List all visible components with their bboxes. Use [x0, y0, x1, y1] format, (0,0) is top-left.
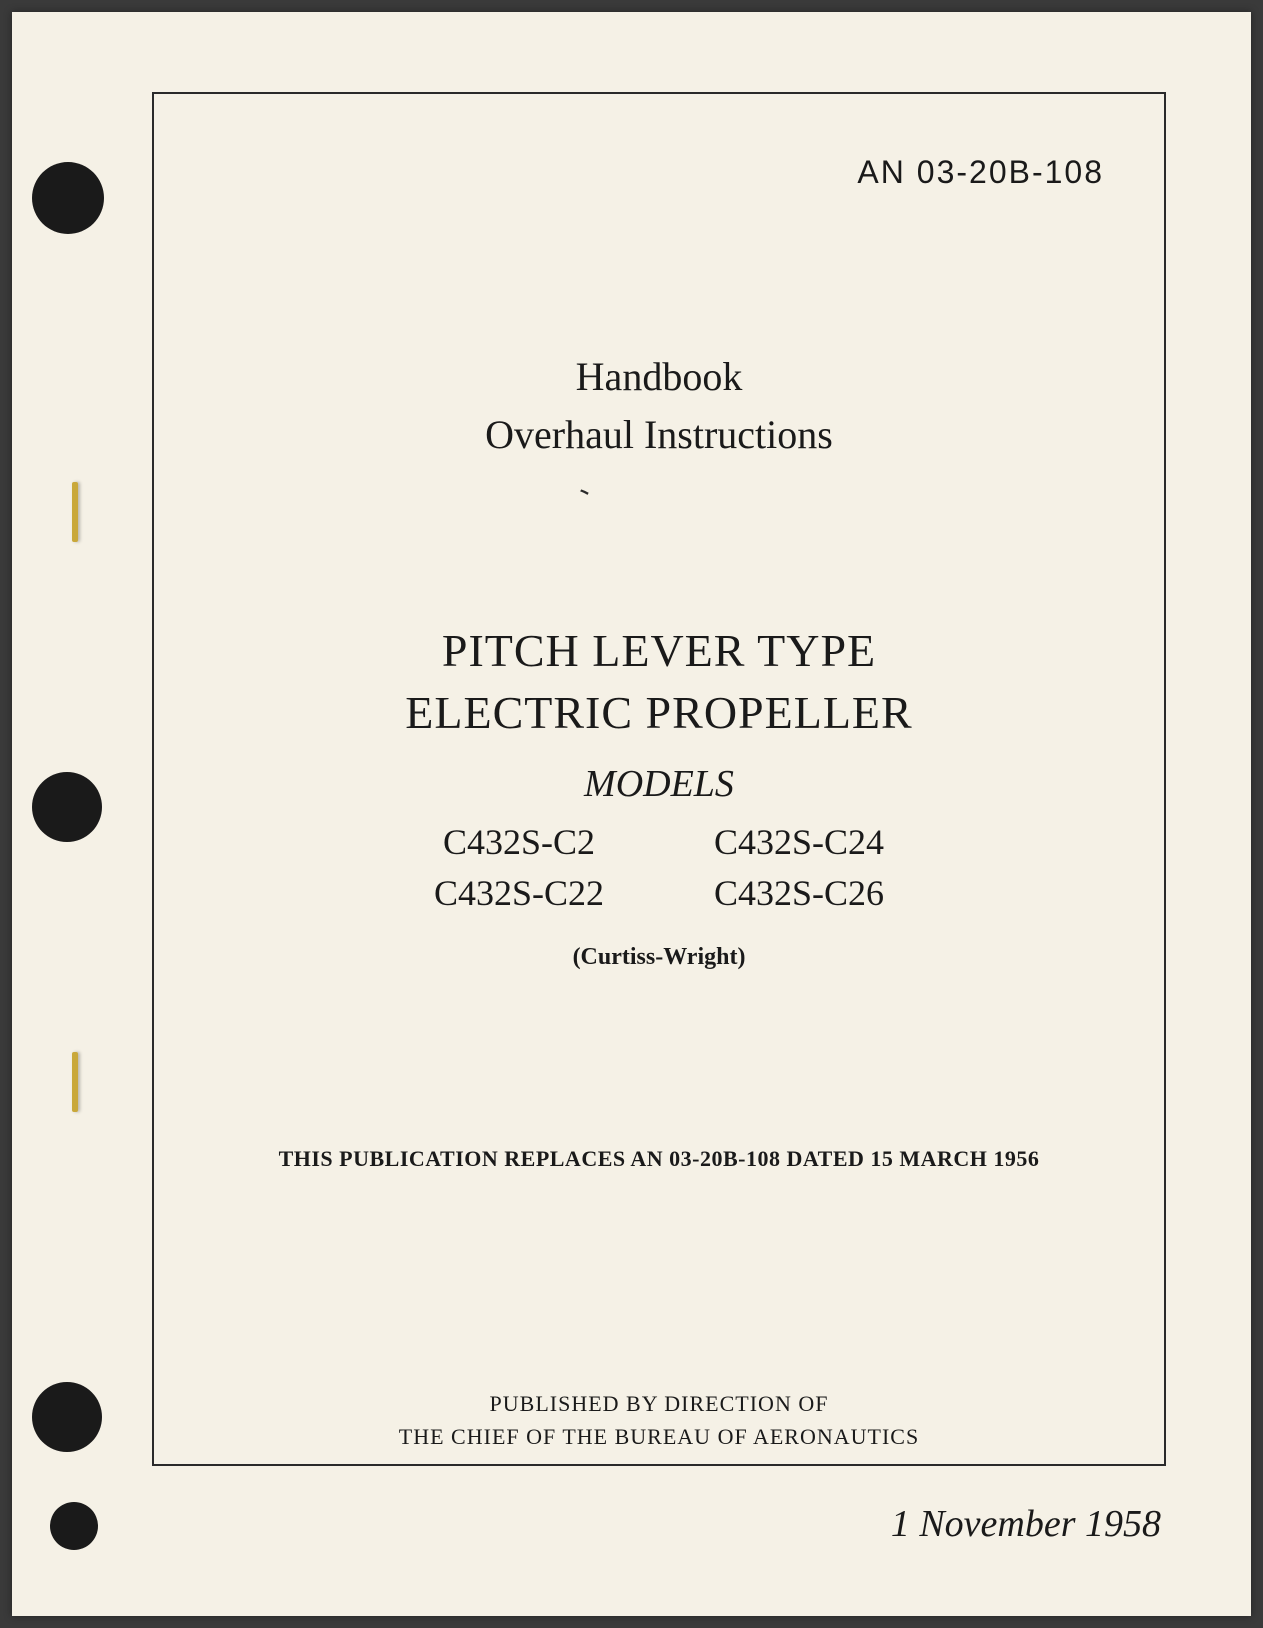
manufacturer: (Curtiss-Wright) [204, 944, 1114, 971]
models-grid: C432S-C2 C432S-C24 C432S-C22 C432S-C26 [204, 820, 1114, 916]
staple-mark [72, 482, 78, 542]
publisher-line-2: THE CHIEF OF THE BUREAU OF AERONAUTICS [204, 1420, 1114, 1453]
punch-hole [50, 1502, 98, 1550]
publication-date: 1 November 1958 [891, 1502, 1161, 1546]
punch-hole [32, 1382, 102, 1452]
model-item: C432S-C26 [714, 871, 884, 916]
publisher-line-1: PUBLISHED BY DIRECTION OF [204, 1387, 1114, 1420]
content-frame: AN 03-20B-108 Handbook Overhaul Instruct… [152, 92, 1166, 1466]
document-number: AN 03-20B-108 [204, 154, 1104, 191]
scan-background: AN 03-20B-108 Handbook Overhaul Instruct… [0, 0, 1263, 1628]
punch-hole [32, 772, 102, 842]
model-item: C432S-C2 [434, 820, 604, 865]
models-label: MODELS [204, 762, 1114, 806]
header-line-1: Handbook [204, 351, 1114, 403]
document-page: AN 03-20B-108 Handbook Overhaul Instruct… [12, 12, 1251, 1616]
stray-mark: 、 [570, 460, 607, 504]
staple-mark [72, 1052, 78, 1112]
header-line-2: Overhaul Instructions [204, 409, 1114, 461]
supersession-notice: THIS PUBLICATION REPLACES AN 03-20B-108 … [204, 1146, 1114, 1172]
punch-hole [32, 162, 104, 234]
title-line-2: ELECTRIC PROPELLER [204, 682, 1114, 744]
title-line-1: PITCH LEVER TYPE [204, 620, 1114, 682]
model-item: C432S-C24 [714, 820, 884, 865]
model-item: C432S-C22 [434, 871, 604, 916]
